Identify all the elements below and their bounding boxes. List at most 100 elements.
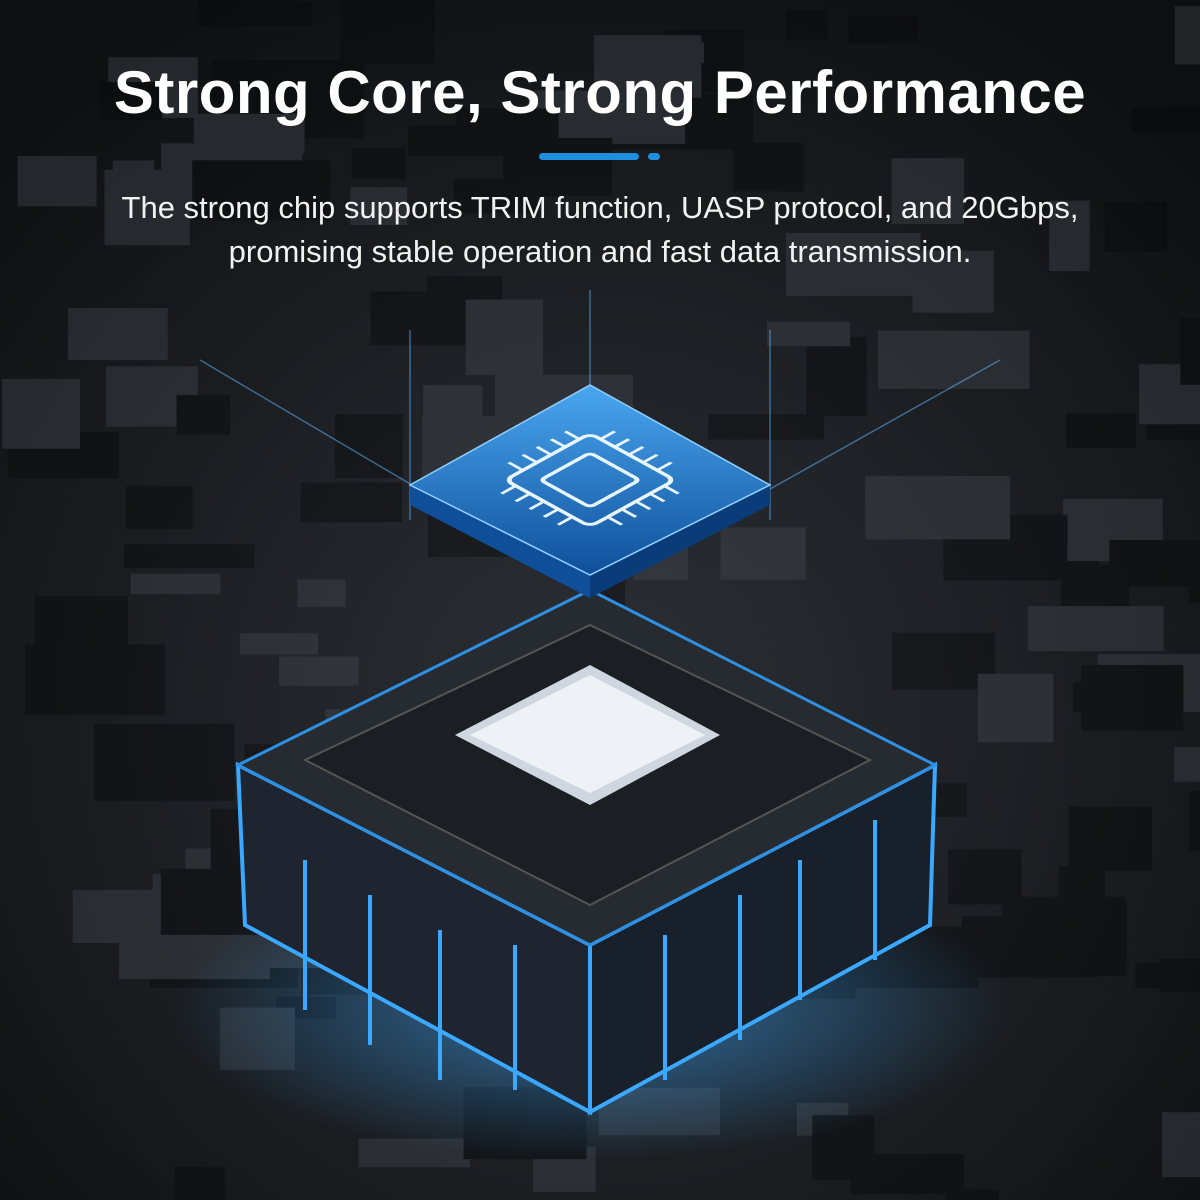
texture-tile	[1081, 665, 1184, 731]
texture-tile	[1131, 107, 1200, 133]
texture-tile	[407, 125, 531, 157]
texture-tile	[161, 143, 303, 212]
texture-tile	[977, 673, 1054, 743]
texture-tile	[806, 336, 867, 417]
texture-tile	[943, 514, 1068, 581]
texture-tile	[211, 60, 365, 139]
texture-tile	[130, 573, 221, 595]
texture-tile	[1027, 606, 1164, 652]
cpu-chip-icon	[500, 430, 680, 526]
texture-tile	[891, 158, 965, 225]
texture-tile	[1018, 901, 1127, 977]
texture-tile	[112, 160, 155, 226]
texture-tile	[607, 94, 754, 150]
texture-tile	[193, 113, 305, 154]
texture-tile	[68, 308, 168, 361]
floating-chip-left-edge	[410, 485, 590, 598]
texture-tile	[1065, 413, 1136, 449]
texture-tile	[592, 62, 667, 112]
texture-tile	[1002, 896, 1125, 953]
texture-tile	[912, 250, 994, 313]
texture-tile	[25, 644, 165, 716]
texture-tile	[877, 330, 1030, 389]
texture-tile	[1146, 389, 1200, 440]
texture-tile	[665, 28, 745, 71]
texture-tile	[2, 378, 80, 449]
texture-tile	[1135, 963, 1200, 989]
texture-tile	[1049, 200, 1090, 272]
texture-tile	[453, 178, 538, 214]
subtitle: The strong chip supports TRIM function, …	[0, 186, 1200, 274]
texture-tile	[1159, 958, 1200, 993]
texture-tile	[123, 544, 255, 569]
main-chip-block	[234, 588, 939, 1116]
texture-tile	[1060, 564, 1130, 622]
texture-tile	[34, 596, 128, 650]
texture-tile	[456, 108, 559, 143]
divider-dot	[648, 153, 660, 160]
texture-tile	[1068, 806, 1152, 871]
texture-tile	[1072, 682, 1124, 712]
texture-tile	[848, 16, 919, 44]
texture-tile	[785, 9, 828, 41]
texture-tile	[17, 155, 97, 207]
texture-tile	[197, 1, 313, 27]
texture-tile	[720, 527, 806, 580]
texture-tile	[174, 1166, 225, 1200]
texture-tile	[351, 148, 406, 180]
texture-tile	[865, 475, 1011, 540]
texture-tile	[502, 137, 613, 197]
texture-tile	[199, 178, 260, 215]
texture-tile	[1139, 364, 1200, 425]
texture-tile	[948, 849, 1022, 905]
divider-bar	[539, 153, 639, 160]
texture-tile	[423, 385, 483, 461]
floating-chip	[408, 384, 772, 598]
texture-tile	[593, 35, 702, 98]
texture-tile	[1188, 547, 1200, 603]
texture-tile	[850, 1153, 964, 1195]
texture-tile	[125, 485, 193, 530]
texture-tile	[465, 299, 544, 375]
texture-tile	[528, 90, 686, 144]
texture-tile	[72, 889, 168, 944]
texture-tile	[1180, 317, 1200, 385]
texture-tile	[350, 187, 408, 226]
texture-tile	[300, 482, 402, 523]
texture-tile	[105, 366, 198, 427]
texture-tile	[240, 633, 318, 655]
die-top	[470, 675, 705, 793]
texture-tile	[108, 57, 198, 119]
texture-tile	[94, 723, 235, 801]
texture-tile	[370, 291, 474, 346]
texture-tile	[340, 0, 435, 64]
page-title: Strong Core, Strong Performance	[113, 59, 1087, 126]
subtitle-line-1: The strong chip supports TRIM function, …	[121, 190, 1079, 225]
texture-tile	[1058, 866, 1106, 909]
texture-tile	[104, 169, 190, 246]
texture-tile	[1097, 654, 1200, 713]
texture-tile	[1162, 1112, 1200, 1178]
texture-tile	[617, 42, 705, 74]
texture-tile	[708, 414, 824, 440]
floating-chip-top	[408, 384, 772, 576]
texture-tile	[785, 232, 921, 296]
texture-tile	[279, 656, 359, 686]
texture-tile	[1104, 201, 1168, 252]
texture-tile	[1063, 498, 1163, 561]
texture-tile	[1006, 540, 1099, 577]
texture-tile	[426, 276, 503, 344]
subtitle-line-2: promising stable operation and fast data…	[228, 234, 972, 269]
texture-tile	[1174, 747, 1200, 782]
texture-tile	[733, 142, 804, 192]
texture-tile	[99, 82, 162, 121]
texture-tile	[1188, 790, 1200, 852]
texture-tile	[8, 431, 119, 479]
texture-tile	[648, 63, 744, 93]
texture-tile	[944, 1189, 999, 1200]
texture-tile	[1109, 539, 1200, 587]
texture-tile	[891, 632, 996, 690]
texture-tile	[767, 321, 851, 347]
texture-tile	[1174, 6, 1200, 65]
